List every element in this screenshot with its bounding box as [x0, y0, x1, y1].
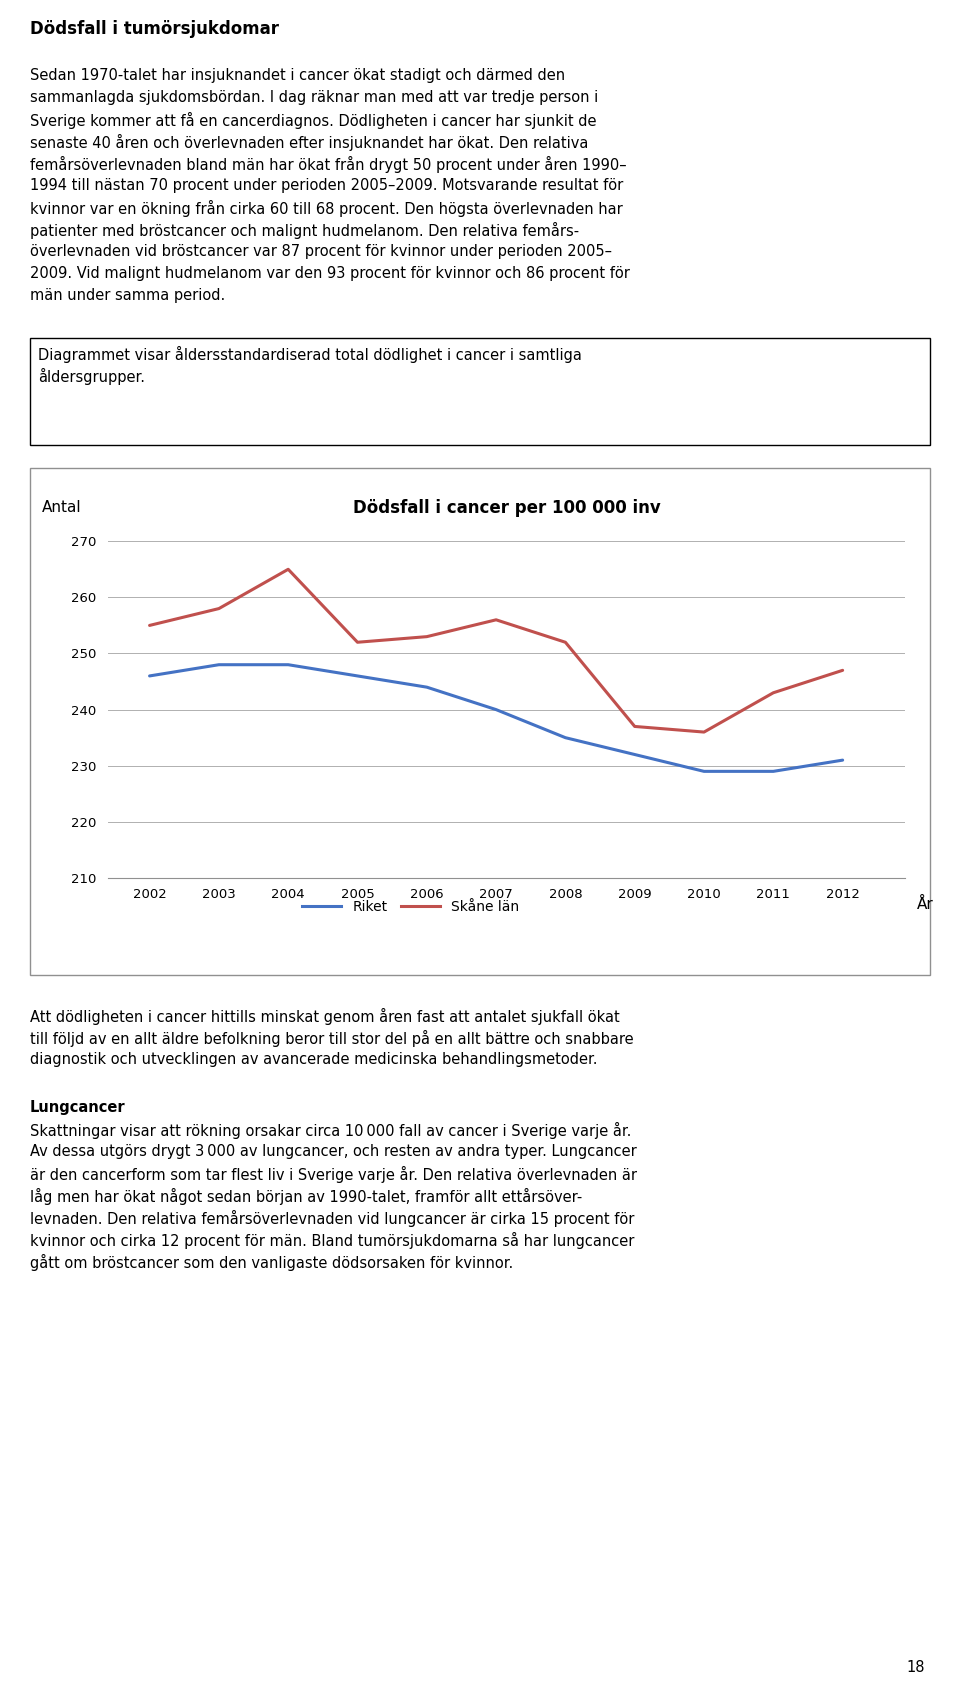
- Text: Lungcancer: Lungcancer: [30, 1100, 126, 1115]
- Text: överlevnaden vid bröstcancer var 87 procent för kvinnor under perioden 2005–: överlevnaden vid bröstcancer var 87 proc…: [30, 244, 612, 259]
- Text: femårsöverlevnaden bland män har ökat från drygt 50 procent under åren 1990–: femårsöverlevnaden bland män har ökat fr…: [30, 156, 627, 173]
- Text: låg men har ökat något sedan början av 1990-talet, framför allt ettårsöver-: låg men har ökat något sedan början av 1…: [30, 1188, 583, 1205]
- Text: 18: 18: [906, 1659, 925, 1675]
- Text: Att dödligheten i cancer hittills minskat genom åren fast att antalet sjukfall ö: Att dödligheten i cancer hittills minska…: [30, 1009, 620, 1025]
- Text: 1994 till nästan 70 procent under perioden 2005–2009. Motsvarande resultat för: 1994 till nästan 70 procent under period…: [30, 178, 623, 193]
- Text: År: År: [917, 897, 934, 912]
- Text: senaste 40 åren och överlevnaden efter insjuknandet har ökat. Den relativa: senaste 40 åren och överlevnaden efter i…: [30, 134, 588, 151]
- Text: är den cancerform som tar flest liv i Sverige varje år. Den relativa överlevnade: är den cancerform som tar flest liv i Sv…: [30, 1166, 637, 1183]
- Text: till följd av en allt äldre befolkning beror till stor del på en allt bättre och: till följd av en allt äldre befolkning b…: [30, 1031, 634, 1048]
- Text: kvinnor och cirka 12 procent för män. Bland tumörsjukdomarna så har lungcancer: kvinnor och cirka 12 procent för män. Bl…: [30, 1232, 635, 1249]
- Text: diagnostik och utvecklingen av avancerade medicinska behandlingsmetoder.: diagnostik och utvecklingen av avancerad…: [30, 1053, 597, 1066]
- Text: patienter med bröstcancer och malignt hudmelanom. Den relativa femårs-: patienter med bröstcancer och malignt hu…: [30, 222, 579, 239]
- Text: Dödsfall i tumörsjukdomar: Dödsfall i tumörsjukdomar: [30, 20, 279, 37]
- Text: Diagrammet visar åldersstandardiserad total dödlighet i cancer i samtliga: Diagrammet visar åldersstandardiserad to…: [38, 346, 582, 363]
- Text: levnaden. Den relativa femårsöverlevnaden vid lungcancer är cirka 15 procent för: levnaden. Den relativa femårsöverlevnade…: [30, 1210, 635, 1227]
- Text: kvinnor var en ökning från cirka 60 till 68 procent. Den högsta överlevnaden har: kvinnor var en ökning från cirka 60 till…: [30, 200, 623, 217]
- Text: Sverige kommer att få en cancerdiagnos. Dödligheten i cancer har sjunkit de: Sverige kommer att få en cancerdiagnos. …: [30, 112, 596, 129]
- Legend: Riket, Skåne län: Riket, Skåne län: [297, 895, 525, 920]
- Text: Av dessa utgörs drygt 3 000 av lungcancer, och resten av andra typer. Lungcancer: Av dessa utgörs drygt 3 000 av lungcance…: [30, 1144, 636, 1159]
- Text: åldersgrupper.: åldersgrupper.: [38, 368, 145, 385]
- Text: Sedan 1970-talet har insjuknandet i cancer ökat stadigt och därmed den: Sedan 1970-talet har insjuknandet i canc…: [30, 68, 565, 83]
- Text: Skattningar visar att rökning orsakar circa 10 000 fall av cancer i Sverige varj: Skattningar visar att rökning orsakar ci…: [30, 1122, 632, 1139]
- Title: Dödsfall i cancer per 100 000 inv: Dödsfall i cancer per 100 000 inv: [352, 500, 660, 517]
- Text: gått om bröstcancer som den vanligaste dödsorsaken för kvinnor.: gått om bröstcancer som den vanligaste d…: [30, 1254, 514, 1271]
- Text: män under samma period.: män under samma period.: [30, 288, 226, 303]
- Text: 2009. Vid malignt hudmelanom var den 93 procent för kvinnor och 86 procent för: 2009. Vid malignt hudmelanom var den 93 …: [30, 266, 630, 281]
- Text: Antal: Antal: [42, 500, 82, 515]
- Text: sammanlagda sjukdomsbördan. I dag räknar man med att var tredje person i: sammanlagda sjukdomsbördan. I dag räknar…: [30, 90, 598, 105]
